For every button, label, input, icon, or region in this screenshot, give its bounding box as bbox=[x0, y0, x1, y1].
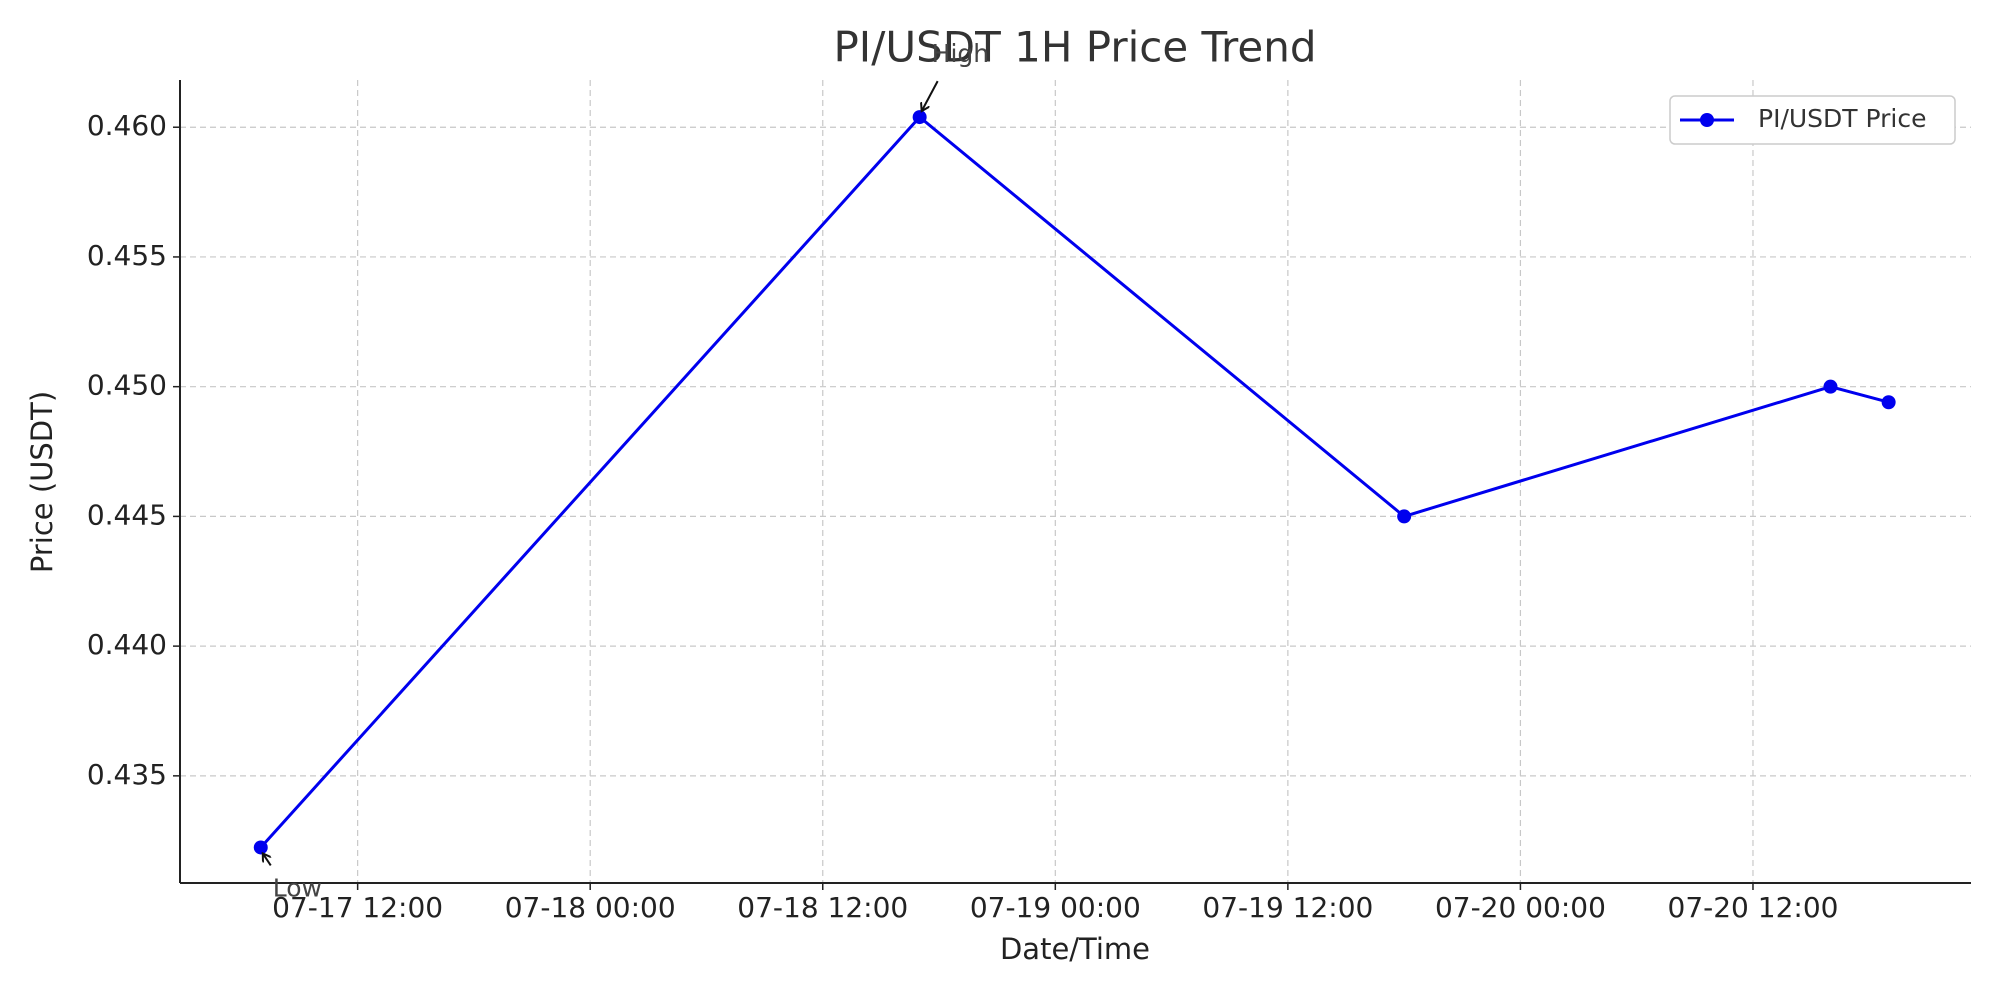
x-tick-label: 07-20 00:00 bbox=[1435, 891, 1606, 924]
annotation: High bbox=[932, 39, 989, 68]
y-tick-label: 0.440 bbox=[87, 628, 167, 661]
marker bbox=[253, 840, 268, 855]
x-tick-label: 07-18 12:00 bbox=[737, 891, 908, 924]
y-tick-label: 0.435 bbox=[87, 758, 167, 791]
marker bbox=[1397, 509, 1412, 524]
marker bbox=[1881, 395, 1896, 410]
chart-title: PI/USDT 1H Price Trend bbox=[833, 23, 1316, 72]
x-tick-label: 07-19 00:00 bbox=[970, 891, 1141, 924]
y-tick-label: 0.455 bbox=[87, 239, 167, 272]
x-axis-label: Date/Time bbox=[1000, 932, 1150, 966]
x-tick-label: 07-19 12:00 bbox=[1202, 891, 1373, 924]
legend-box bbox=[1669, 95, 1956, 145]
legend-label: PI/USDT Price bbox=[1758, 104, 1927, 133]
annotation: Low bbox=[273, 873, 322, 902]
legend-marker bbox=[1700, 113, 1714, 127]
legend: PI/USDT Price bbox=[1669, 95, 1956, 145]
x-tick-label: 07-18 00:00 bbox=[505, 891, 676, 924]
y-axis-label: Price (USDT) bbox=[25, 391, 59, 573]
x-tick-label: 07-20 12:00 bbox=[1668, 891, 1839, 924]
annotation-arrow bbox=[263, 853, 272, 867]
annotation-arrow bbox=[922, 80, 939, 111]
marker bbox=[912, 110, 927, 125]
y-tick-label: 0.445 bbox=[87, 498, 167, 531]
y-tick-label: 0.450 bbox=[87, 369, 167, 402]
x-tick-label: 07-17 12:00 bbox=[272, 891, 443, 924]
marker bbox=[1823, 379, 1838, 394]
y-tick-label: 0.460 bbox=[87, 109, 167, 142]
